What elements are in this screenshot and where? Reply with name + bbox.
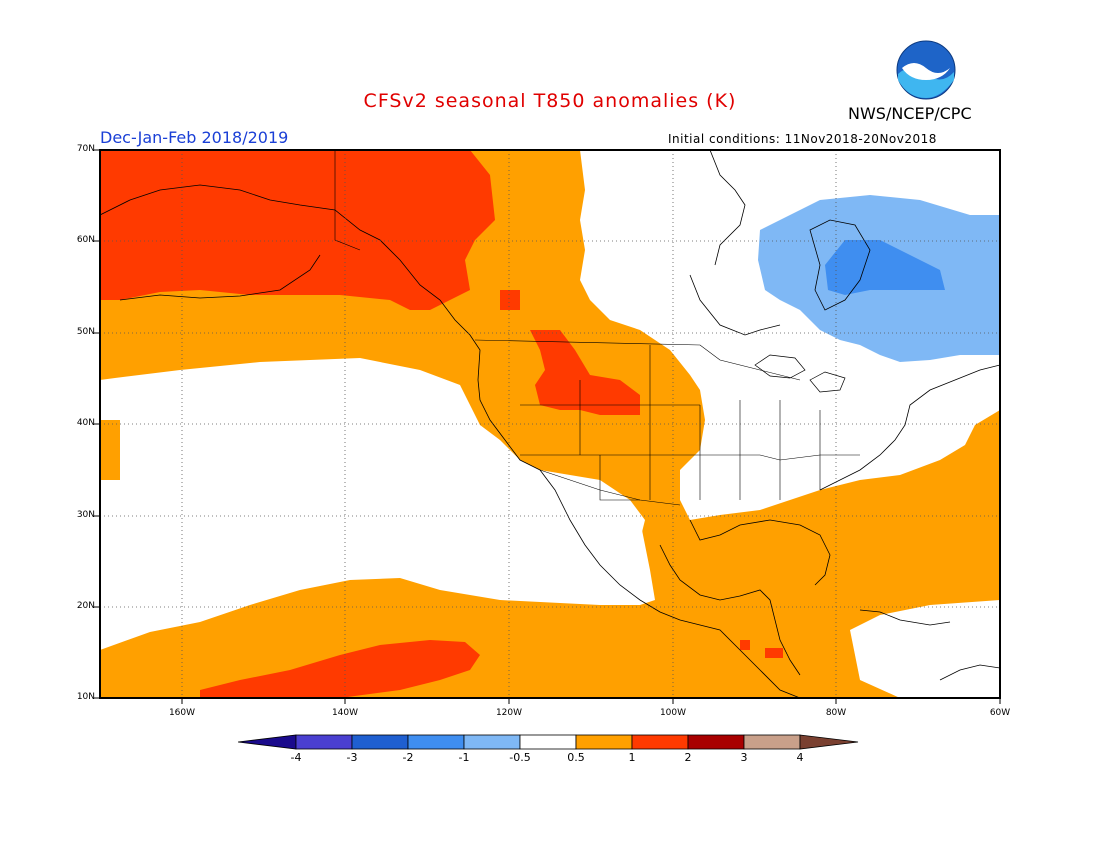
initial-conditions-label: Initial conditions: 11Nov2018-20Nov2018 xyxy=(668,132,937,146)
colorbar-arrow-high xyxy=(799,734,859,750)
lat-label-20n: 20N xyxy=(76,601,95,611)
colorbar-label: -1 xyxy=(458,751,470,764)
colorbar-arrow-low xyxy=(238,734,297,750)
colorbar-swatch xyxy=(743,734,801,750)
lon-label-60w: 60W xyxy=(989,708,1011,718)
anomaly-fill-cool-mid xyxy=(825,240,945,295)
anomaly-fill-neutral-caribbean xyxy=(850,600,1000,698)
lat-label-30n: 30N xyxy=(76,510,95,520)
colorbar-swatch xyxy=(407,734,465,750)
colorbar-swatch xyxy=(351,734,409,750)
coastlines xyxy=(100,150,1000,698)
season-label: Dec-Jan-Feb 2018/2019 xyxy=(100,128,289,147)
colorbar-label: -4 xyxy=(290,751,302,764)
colorbar-label: 1 xyxy=(628,751,636,764)
map-title: CFSv2 seasonal T850 anomalies (K) xyxy=(363,90,737,112)
lat-label-60n: 60N xyxy=(76,235,95,245)
anomaly-fill-warm-edge xyxy=(100,420,120,480)
anomaly-fill-hot-west xyxy=(530,330,640,415)
lon-label-160w: 160W xyxy=(168,708,196,718)
borders xyxy=(334,150,860,506)
anomaly-fill-hot-ca2 xyxy=(765,648,783,658)
agency-label: NWS/NCEP/CPC xyxy=(848,104,972,123)
anomaly-fill-hot-alaska xyxy=(100,150,495,310)
colorbar-label: -0.5 xyxy=(509,751,531,764)
gridlines xyxy=(100,150,1000,698)
colorbar-swatch xyxy=(295,734,353,750)
lat-label-70n: 70N xyxy=(76,144,95,154)
colorbar-label: -3 xyxy=(346,751,358,764)
colorbar-swatch xyxy=(519,734,577,750)
colorbar-label: 4 xyxy=(796,751,804,764)
lon-label-100w: 100W xyxy=(659,708,687,718)
anomaly-fill-hot-patch xyxy=(500,290,520,310)
colorbar-label: 3 xyxy=(740,751,748,764)
anomaly-fill-neutral-pacific xyxy=(100,358,655,650)
lat-label-10n: 10N xyxy=(76,692,95,702)
lon-label-120w: 120W xyxy=(495,708,523,718)
colorbar-label: -2 xyxy=(402,751,414,764)
colorbar-label: 2 xyxy=(684,751,692,764)
anomaly-fill-hot-ca1 xyxy=(740,640,750,650)
colorbar-swatch xyxy=(463,734,521,750)
axis-ticks xyxy=(94,149,1001,704)
great-lakes xyxy=(754,354,846,393)
noaa-logo xyxy=(896,40,956,100)
colorbar-swatch xyxy=(631,734,689,750)
lon-label-80w: 80W xyxy=(825,708,847,718)
anomaly-fill-neutral-mexico xyxy=(540,470,645,560)
anomaly-fill-hot-pacific xyxy=(200,640,480,698)
colorbar-label: 0.5 xyxy=(567,751,585,764)
lon-label-140w: 140W xyxy=(331,708,359,718)
lat-label-40n: 40N xyxy=(76,418,95,428)
colorbar-swatch xyxy=(687,734,745,750)
colorbar xyxy=(238,734,859,750)
lat-label-50n: 50N xyxy=(76,327,95,337)
colorbar-swatch xyxy=(575,734,633,750)
